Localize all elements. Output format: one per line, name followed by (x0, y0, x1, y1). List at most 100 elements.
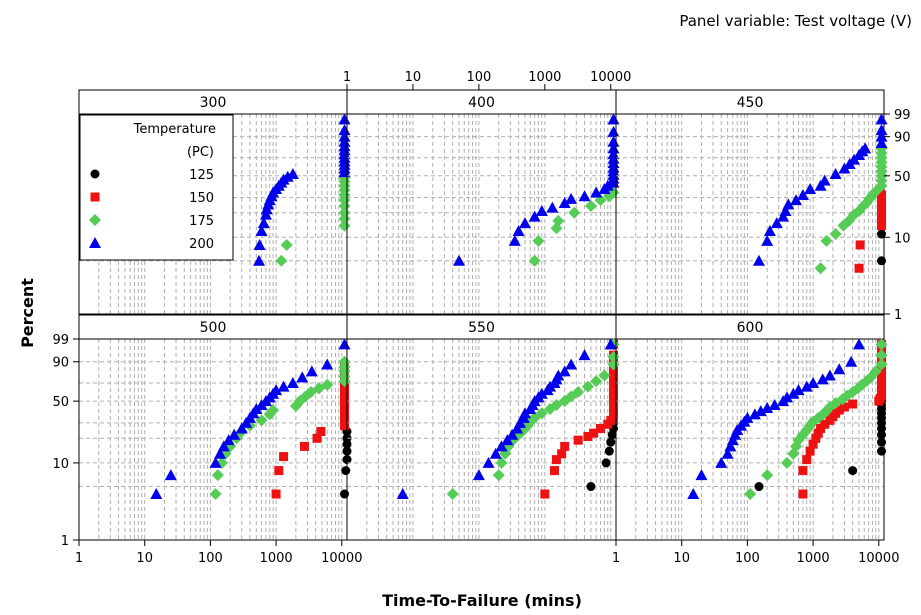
x-tick-label: 100 (466, 70, 491, 85)
marker-square (90, 192, 100, 202)
marker-diamond (598, 369, 611, 382)
marker-triangle (741, 411, 754, 423)
panel-frame (78, 338, 348, 541)
marker-triangle (607, 125, 620, 137)
marker-diamond (552, 214, 565, 227)
marker-square (609, 406, 619, 416)
marker-triangle (578, 349, 591, 361)
panel-title-box (78, 314, 348, 340)
marker-triangle (253, 238, 266, 250)
marker-diamond (581, 380, 594, 393)
marker-triangle (768, 398, 781, 410)
marker-triangle (321, 358, 334, 370)
marker-diamond (338, 219, 351, 232)
marker-triangle (535, 205, 548, 217)
marker-triangle (763, 224, 776, 236)
marker-diamond (584, 200, 597, 213)
marker-square (802, 455, 812, 465)
series-175 (209, 355, 351, 501)
marker-triangle (305, 365, 318, 377)
marker-triangle (209, 456, 222, 468)
marker-triangle (508, 234, 521, 246)
marker-diamond (535, 407, 548, 420)
marker-triangle (512, 224, 525, 236)
x-tick-label: 10000 (321, 551, 362, 566)
marker-circle (606, 437, 616, 447)
legend-label: 125 (189, 168, 214, 183)
legend-item-125: 125 (90, 168, 214, 183)
panel-title: 600 (737, 320, 764, 336)
marker-diamond (572, 385, 585, 398)
marker-triangle (761, 234, 774, 246)
marker-diamond (829, 228, 842, 241)
marker-diamond (550, 398, 563, 411)
marker-square (279, 452, 289, 462)
y-tick-label: 90 (52, 356, 69, 371)
marker-circle (877, 446, 887, 456)
marker-triangle (255, 224, 268, 236)
marker-triangle (217, 440, 230, 452)
y-tick-label: 1 (894, 308, 902, 323)
legend-item-150: 150 (90, 191, 214, 206)
marker-square (811, 433, 821, 443)
marker-triangle (286, 377, 299, 389)
marker-diamond (607, 351, 620, 364)
marker-triangle (296, 371, 309, 383)
panel-frame (615, 113, 885, 315)
marker-square (540, 489, 550, 499)
marker-triangle (604, 338, 617, 350)
marker-triangle (829, 167, 842, 179)
y-tick-label: 99 (52, 333, 69, 348)
marker-triangle (792, 384, 805, 396)
marker-triangle (833, 363, 846, 375)
marker-circle (586, 482, 596, 492)
series-150 (540, 339, 619, 499)
x-tick-label: 1 (343, 70, 351, 85)
marker-square (877, 190, 887, 200)
marker-triangle (453, 254, 466, 266)
marker-diamond (532, 234, 545, 247)
marker-triangle (800, 380, 813, 392)
legend-item-175: 175 (89, 214, 214, 229)
marker-square (274, 466, 284, 476)
marker-triangle (807, 377, 820, 389)
panel-frame (615, 338, 885, 541)
marker-triangle (590, 186, 603, 198)
marker-triangle (552, 369, 565, 381)
marker-diamond (89, 214, 101, 226)
marker-triangle (790, 194, 803, 206)
marker-triangle (607, 135, 620, 147)
series-200 (752, 113, 888, 266)
marker-square (609, 373, 619, 383)
series-200 (396, 338, 617, 500)
x-tick-label: 10 (673, 551, 690, 566)
marker-triangle (770, 217, 783, 229)
legend-title: (PC) (187, 145, 214, 160)
marker-triangle (695, 469, 708, 481)
marker-triangle (875, 113, 888, 125)
marker-triangle (875, 136, 888, 148)
marker-square (839, 402, 849, 412)
marker-triangle (270, 384, 283, 396)
marker-diamond (780, 456, 793, 469)
marker-triangle (286, 167, 299, 179)
panel-500: 500 (78, 314, 352, 541)
marker-diamond (744, 488, 757, 501)
marker-circle (604, 446, 614, 456)
series-200 (150, 338, 351, 500)
marker-circle (340, 489, 350, 499)
marker-diamond (875, 338, 888, 351)
marker-square (798, 466, 808, 476)
marker-triangle (715, 456, 728, 468)
marker-triangle (489, 447, 502, 459)
x-tick-label: 10000 (590, 70, 631, 85)
marker-triangle (754, 405, 767, 417)
marker-triangle (724, 440, 737, 452)
y-tick-label: 10 (894, 231, 911, 246)
x-tick-label: 10 (136, 551, 153, 566)
marker-triangle (780, 391, 793, 403)
series-200 (687, 338, 866, 500)
series-175 (814, 142, 888, 275)
marker-diamond (338, 206, 351, 219)
